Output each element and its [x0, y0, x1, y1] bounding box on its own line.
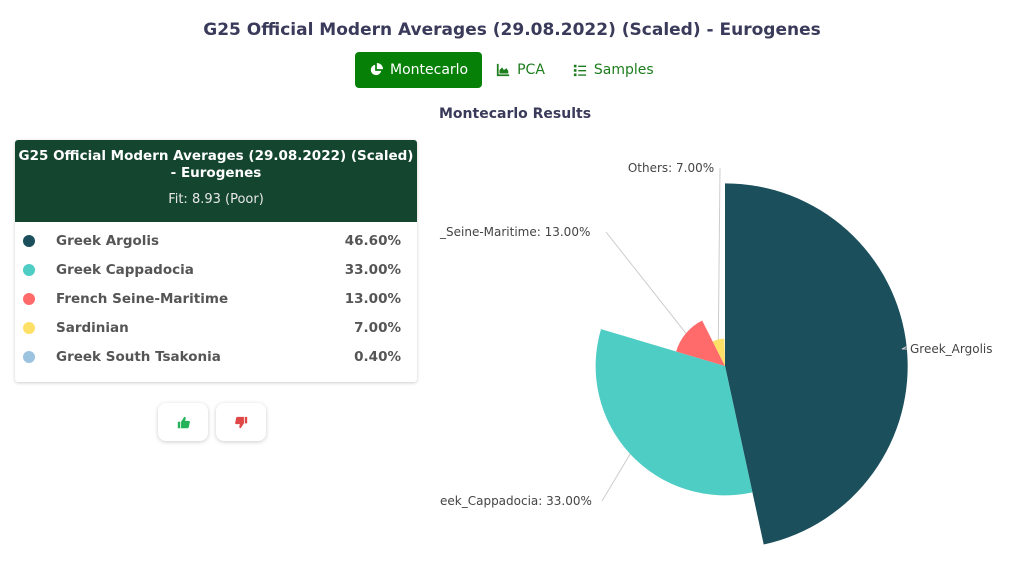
- result-row: Greek South Tsakonia 0.40%: [15, 342, 417, 371]
- pie-chart-icon: [370, 63, 383, 76]
- card-title: G25 Official Modern Averages (29.08.2022…: [18, 148, 414, 181]
- result-row: Greek Cappadocia 33.00%: [15, 255, 417, 284]
- population-name: Greek Cappadocia: [56, 261, 194, 278]
- thumbs-up-button[interactable]: [158, 403, 208, 441]
- color-dot: [23, 292, 35, 305]
- pie-slice-greek_argolis[interactable]: [725, 183, 908, 545]
- population-name: Greek Argolis: [56, 232, 160, 249]
- result-row: Greek Argolis 46.60%: [15, 226, 417, 255]
- pie-slice-greek_cappadocia[interactable]: [595, 329, 753, 496]
- label-leader-line: [601, 453, 631, 502]
- color-dot: [23, 234, 35, 247]
- thumbs-down-button[interactable]: [216, 403, 266, 441]
- view-tabs: Montecarlo PCA Samples: [355, 52, 668, 88]
- population-value: 7.00%: [354, 319, 401, 336]
- color-dot: [23, 321, 35, 334]
- fit-score: Fit: 8.93 (Poor): [168, 192, 264, 207]
- page-title: G25 Official Modern Averages (29.08.2022…: [203, 20, 821, 40]
- thumbs-up-icon: [177, 416, 190, 428]
- card-header: G25 Official Modern Averages (29.08.2022…: [15, 140, 417, 222]
- slice-label: Others: 7.00%: [628, 161, 714, 175]
- color-dot: [23, 350, 35, 363]
- label-leader-line: [717, 167, 721, 340]
- results-title: Montecarlo Results: [439, 106, 592, 122]
- tab-label: Montecarlo: [390, 62, 469, 78]
- label-leader-line: [605, 231, 687, 334]
- population-value: 46.60%: [344, 232, 401, 249]
- population-name: Greek South Tsakonia: [56, 348, 221, 365]
- pie-slice-others[interactable]: [712, 338, 725, 366]
- pie-slice-french_seine-maritime[interactable]: [676, 320, 725, 366]
- slice-label: Greek_Argolis: [910, 342, 993, 356]
- list-icon: [573, 64, 587, 77]
- slice-label: eek_Cappadocia: 33.00%: [440, 494, 592, 508]
- color-dot: [23, 263, 35, 276]
- population-name: French Seine-Maritime: [56, 290, 229, 307]
- result-row: Sardinian 7.00%: [15, 313, 417, 342]
- label-leader-line: [901, 346, 907, 350]
- tab-montecarlo[interactable]: Montecarlo: [355, 52, 483, 88]
- result-row: French Seine-Maritime 13.00%: [15, 284, 417, 313]
- tab-pca[interactable]: PCA: [482, 52, 559, 88]
- montecarlo-rose-chart: Greek_Argolis eek_Cappadocia: 33.00% _Sein…: [439, 161, 993, 545]
- population-value: 0.40%: [354, 348, 401, 365]
- population-value: 13.00%: [344, 290, 401, 307]
- population-name: Sardinian: [56, 319, 129, 336]
- population-value: 33.00%: [344, 261, 401, 278]
- thumbs-down-icon: [234, 416, 247, 428]
- slice-label: _Seine-Maritime: 13.00%: [439, 225, 590, 239]
- tab-samples[interactable]: Samples: [559, 52, 668, 88]
- tab-label: PCA: [517, 62, 545, 78]
- results-card: G25 Official Modern Averages (29.08.2022…: [15, 140, 417, 382]
- area-chart-icon: [496, 63, 510, 77]
- tab-label: Samples: [593, 62, 654, 78]
